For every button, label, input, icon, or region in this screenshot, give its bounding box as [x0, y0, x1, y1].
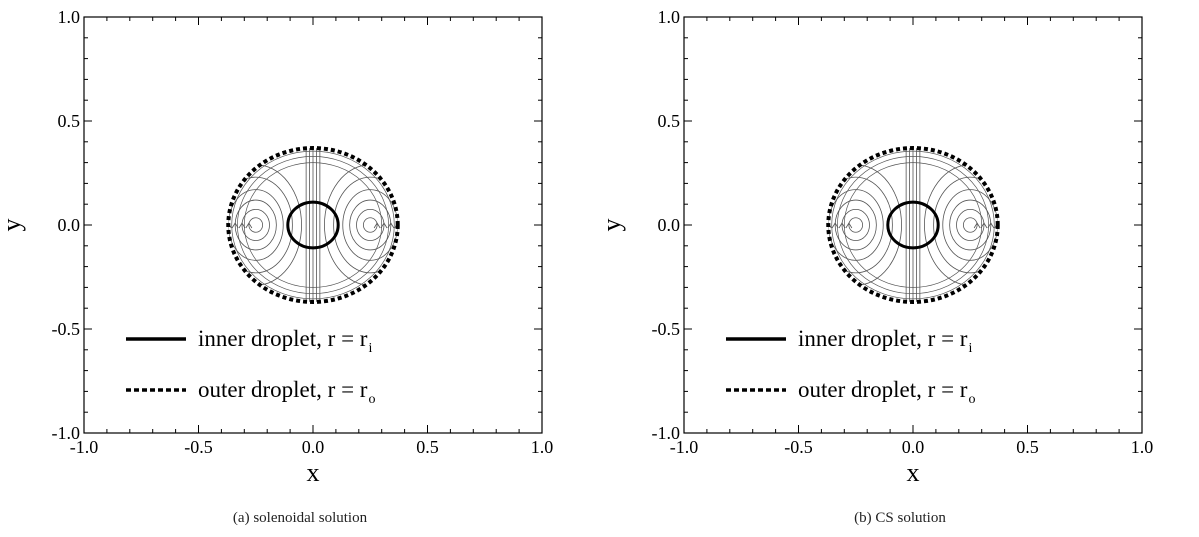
y-tick-label: 0.0: [58, 215, 81, 235]
legend-subscript: i: [968, 341, 972, 356]
chart-solenoidal: -1.0 -0.5 0.0 0.5 1.0 1.0 0.5 0.0 -0.5 -1.0 x y inne…: [0, 7, 554, 487]
streamline-arrow: [245, 222, 253, 229]
x-axis-title: x: [907, 458, 920, 487]
y-tick-label: -1.0: [652, 423, 681, 443]
x-tick-label: 0.5: [416, 437, 439, 457]
streamline-envelope: [831, 150, 995, 300]
panel-cs: -1.0 -0.5 0.0 0.5 1.0 1.0 0.5 0.0 -0.5 -1.0 x y inne…: [600, 0, 1199, 537]
streamline-arrow: [1004, 223, 1010, 228]
streamlines-group: [207, 148, 419, 302]
inner-droplet-circle: [286, 200, 340, 250]
y-axis-title: y: [0, 219, 26, 232]
x-tick-label: 1.0: [531, 437, 554, 457]
streamline: [356, 208, 385, 241]
outer-droplet-circle: [226, 146, 400, 304]
y-tick-label: -0.5: [652, 319, 681, 339]
x-tick-label: 0.5: [1016, 437, 1039, 457]
streamline: [241, 208, 270, 241]
streamline: [841, 208, 870, 241]
caption-cs: (b) CS solution: [854, 510, 946, 526]
y-axis-title: y: [600, 219, 626, 232]
streamlines-group: [807, 148, 1019, 302]
streamline-envelope: [237, 156, 389, 294]
streamline-arrow: [973, 222, 981, 229]
streamline: [349, 199, 392, 251]
legend-subscript: o: [968, 392, 975, 407]
streamline: [848, 217, 864, 233]
x-tick-label: 0.0: [902, 437, 925, 457]
y-tick-label: 1.0: [58, 7, 81, 27]
x-tick-label: -1.0: [670, 437, 699, 457]
legend-subscript: i: [368, 341, 372, 356]
streamline: [956, 208, 985, 241]
streamline-arrow: [207, 223, 213, 228]
streamline-arrow: [404, 223, 410, 228]
x-tick-label: -0.5: [184, 437, 213, 457]
y-tick-label: 0.0: [658, 215, 681, 235]
streamline-arrow: [845, 222, 853, 229]
streamline: [333, 176, 398, 274]
streamline-envelope: [843, 162, 983, 288]
caption-solenoidal: (a) solenoidal solution: [232, 510, 368, 526]
legend-label: outer droplet, r = r: [798, 377, 968, 402]
streamline-envelope: [243, 162, 383, 288]
panel-solenoidal: -1.0 -0.5 0.0 0.5 1.0 1.0 0.5 0.0 -0.5 -1.0 x y inne…: [0, 7, 554, 526]
streamline: [949, 199, 992, 251]
inner-droplet-circle: [886, 200, 940, 250]
streamline-arrow: [816, 223, 822, 228]
streamline-arrow: [807, 223, 813, 228]
outer-droplet-circle: [826, 146, 1000, 304]
streamline-arrow: [413, 223, 419, 228]
streamline: [228, 176, 293, 274]
streamline: [248, 217, 264, 233]
legend-label: outer droplet, r = r: [198, 377, 368, 402]
y-tick-label: -0.5: [52, 319, 81, 339]
streamline-arrow: [373, 222, 381, 229]
legend-label: inner droplet, r = r: [198, 326, 368, 351]
streamline-envelope: [837, 156, 989, 294]
streamline: [234, 199, 277, 251]
x-axis-title: x: [307, 458, 320, 487]
y-tick-label: -1.0: [52, 423, 81, 443]
chart-cs: -1.0 -0.5 0.0 0.5 1.0 1.0 0.5 0.0 -0.5 -1.0 x y inne…: [600, 7, 1154, 487]
streamline: [828, 176, 893, 274]
x-tick-label: 0.0: [302, 437, 325, 457]
y-tick-label: 0.5: [58, 111, 81, 131]
x-tick-label: -0.5: [784, 437, 813, 457]
y-tick-label: 1.0: [658, 7, 681, 27]
streamline: [834, 199, 877, 251]
streamline: [962, 217, 978, 233]
streamline-envelope: [231, 150, 395, 300]
x-tick-label: -1.0: [70, 437, 99, 457]
streamline-arrow: [216, 223, 222, 228]
legend-label: inner droplet, r = r: [798, 326, 968, 351]
x-tick-label: 1.0: [1131, 437, 1154, 457]
streamline: [362, 217, 378, 233]
streamline-arrow: [1013, 223, 1019, 228]
streamline: [933, 176, 998, 274]
legend-subscript: o: [368, 392, 375, 407]
y-tick-label: 0.5: [658, 111, 681, 131]
